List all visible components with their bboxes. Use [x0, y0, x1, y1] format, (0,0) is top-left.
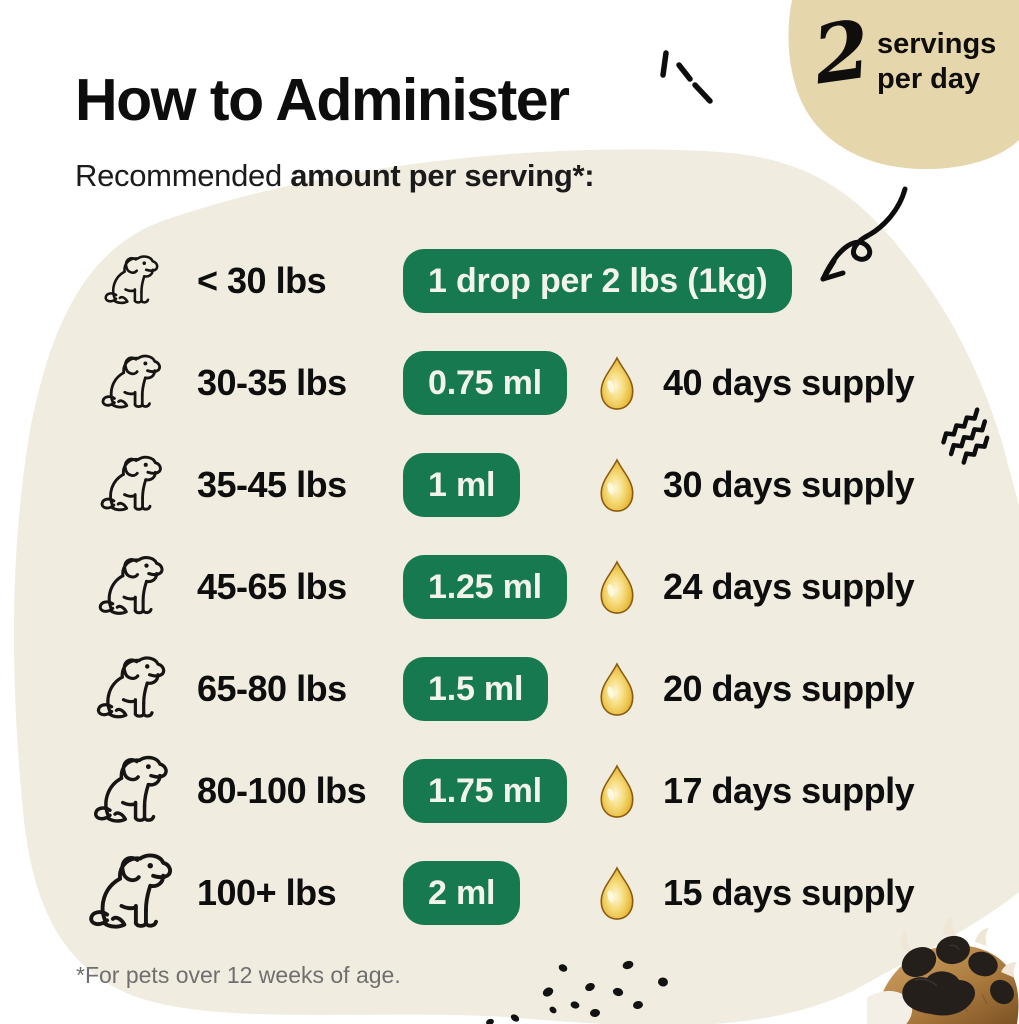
table-row: 30-35 lbs 0.75 ml 40 days supply [80, 332, 1019, 434]
dog-paw-photo [867, 916, 1019, 1024]
pet-weight-label: < 30 lbs [197, 260, 327, 301]
dose-badge: 1.25 ml [403, 555, 567, 619]
days-supply-label: 20 days supply [663, 668, 915, 709]
dog-icon [93, 755, 168, 823]
page-title: How to Administer [75, 67, 570, 133]
dose-badge: 1 drop per 2 lbs (1kg) [403, 249, 793, 313]
table-row: 100+ lbs 2 ml 15 days supply [80, 842, 1019, 944]
pet-weight-label: 30-35 lbs [197, 362, 347, 403]
table-row: 65-80 lbs 1.5 ml 20 days supply [80, 638, 1019, 740]
days-supply-label: 30 days supply [663, 464, 915, 505]
servings-count: 2 [807, 1, 876, 103]
page-subtitle: Recommended amount per serving*: [75, 157, 595, 194]
dose-badge: 1 ml [403, 453, 521, 517]
pet-weight-label: 100+ lbs [197, 872, 337, 913]
pet-weight-label: 35-45 lbs [197, 464, 347, 505]
pet-weight-label: 80-100 lbs [197, 770, 367, 811]
table-row: 35-45 lbs 1 ml 30 days supply [80, 434, 1019, 536]
dose-badge: 0.75 ml [403, 351, 567, 415]
subtitle-bold: amount per serving*: [290, 157, 595, 193]
subtitle-regular: Recommended [75, 157, 291, 193]
table-row: 80-100 lbs 1.75 ml 17 days supply [80, 740, 1019, 842]
dog-icon [88, 853, 172, 929]
oil-drop-icon [600, 662, 634, 716]
curved-arrow-icon [820, 186, 908, 282]
dog-icon [100, 455, 162, 512]
servings-label: servings per day [877, 27, 996, 97]
dog-icon [103, 255, 158, 305]
dose-badge: 2 ml [403, 861, 521, 925]
ink-specks [486, 960, 668, 1024]
pet-weight-label: 65-80 lbs [197, 668, 347, 709]
table-row: < 30 lbs 1 drop per 2 lbs (1kg) [80, 230, 1019, 332]
days-supply-label: 24 days supply [663, 566, 915, 607]
dog-icon [96, 656, 165, 719]
dosage-table: < 30 lbs 1 drop per 2 lbs (1kg) 30-35 lb… [80, 230, 1019, 944]
oil-drop-icon [600, 458, 634, 512]
days-supply-label: 15 days supply [663, 872, 915, 913]
dog-icon [101, 354, 161, 409]
servings-label-line1: servings [877, 28, 997, 60]
table-row: 45-65 lbs 1.25 ml 24 days supply [80, 536, 1019, 638]
squiggle-icon [941, 407, 990, 465]
oil-drop-icon [600, 866, 634, 920]
days-supply-label: 17 days supply [663, 770, 915, 811]
servings-label-line2: per day [877, 62, 981, 95]
oil-drop-icon [600, 356, 634, 410]
dose-badge: 1.75 ml [403, 759, 567, 823]
days-supply-label: 40 days supply [663, 362, 915, 403]
oil-drop-icon [600, 560, 634, 614]
footnote: *For pets over 12 weeks of age. [76, 962, 401, 988]
servings-badge: 2 servings per day [780, 0, 1019, 190]
header: How to Administer Recommended amount per… [75, 67, 595, 194]
tan-blob [788, 0, 1019, 170]
pet-weight-label: 45-65 lbs [197, 566, 347, 607]
dose-badge: 1.5 ml [403, 657, 549, 721]
dog-icon [98, 556, 164, 615]
oil-drop-icon [600, 764, 634, 818]
emphasis-ticks-icon [660, 50, 713, 104]
